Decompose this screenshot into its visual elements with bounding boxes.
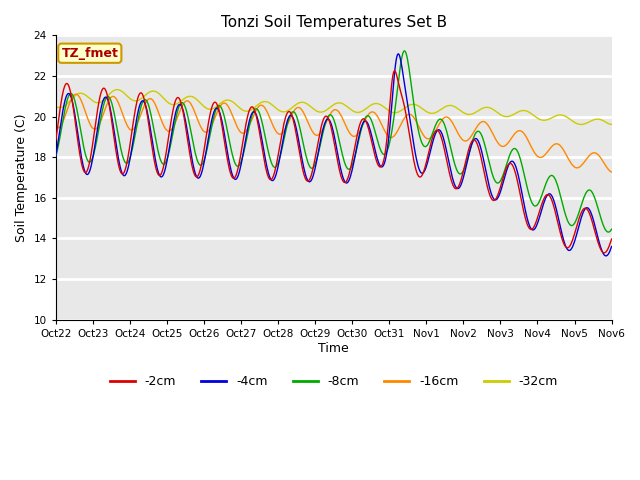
- Y-axis label: Soil Temperature (C): Soil Temperature (C): [15, 113, 28, 242]
- Legend: -2cm, -4cm, -8cm, -16cm, -32cm: -2cm, -4cm, -8cm, -16cm, -32cm: [104, 370, 563, 393]
- Title: Tonzi Soil Temperatures Set B: Tonzi Soil Temperatures Set B: [221, 15, 447, 30]
- X-axis label: Time: Time: [318, 342, 349, 355]
- Text: TZ_fmet: TZ_fmet: [61, 47, 118, 60]
